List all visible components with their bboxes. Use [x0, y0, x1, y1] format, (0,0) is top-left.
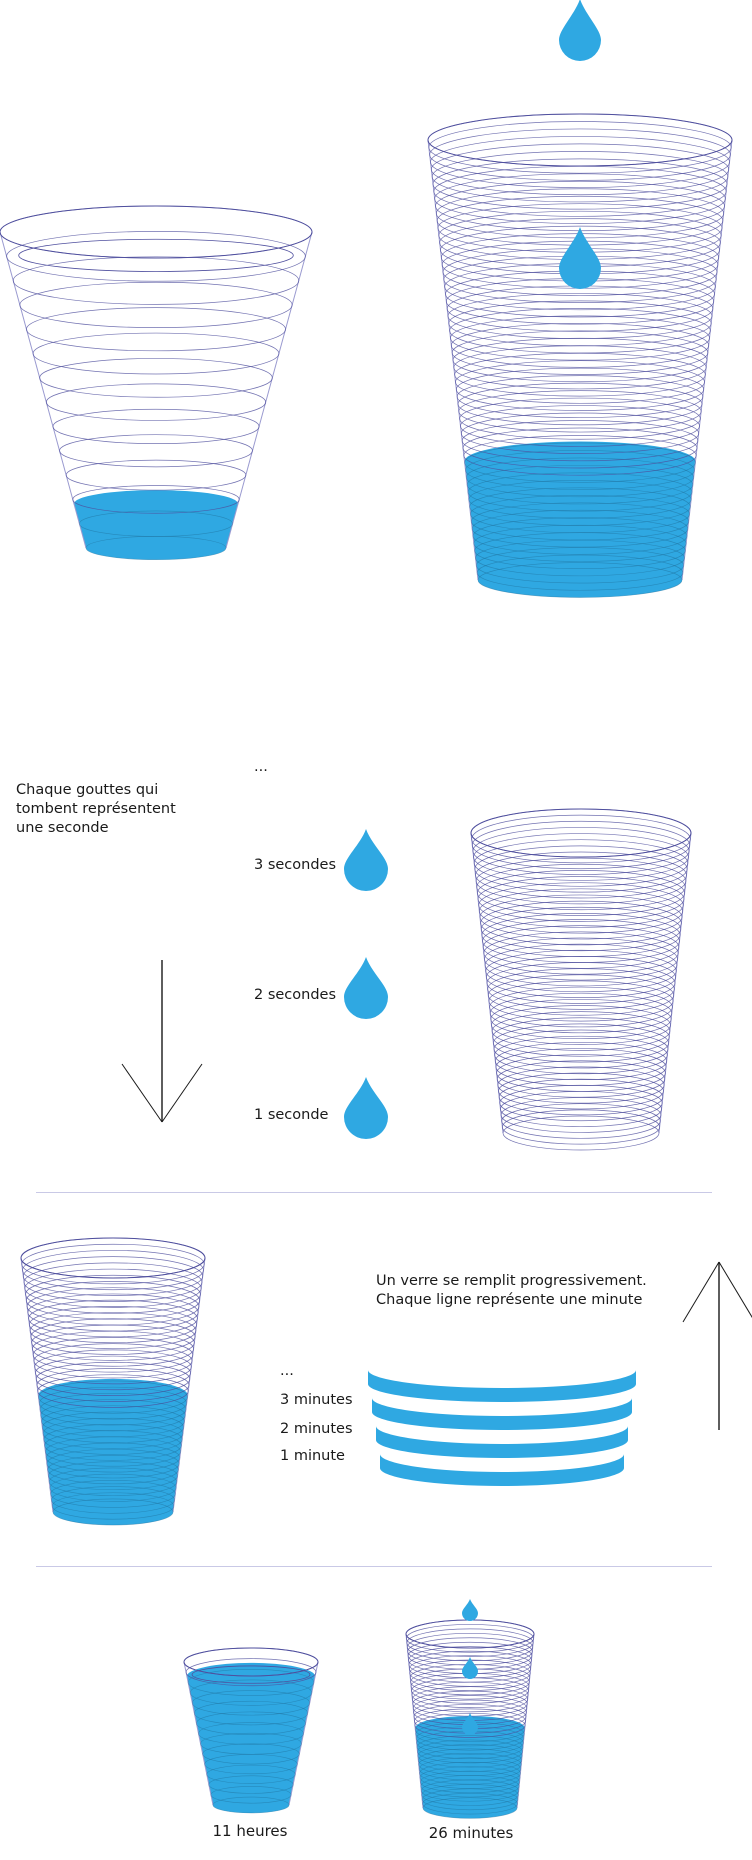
lines-ellipsis: ...: [280, 1363, 294, 1379]
drops-intro-line-1: Chaque gouttes qui: [16, 782, 159, 798]
glass-conical-left: [0, 205, 313, 560]
drops-intro-line-2: tombent représentent: [16, 801, 176, 817]
glasses-layer: [0, 113, 733, 1819]
section-divider-2: [36, 1566, 712, 1567]
water-drop-icon-small-low: [462, 1713, 478, 1735]
glass-tall-right: [427, 113, 733, 598]
water-drop-icon-1-second: [344, 1077, 388, 1139]
line-label-2-minutes: 2 minutes: [280, 1421, 353, 1437]
caption-11-heures: 11 heures: [212, 1822, 288, 1840]
arrows-layer: [121, 960, 752, 1430]
minute-band-3: [376, 1426, 628, 1458]
lines-intro-text: Un verre se remplit progressivement. Cha…: [376, 1272, 647, 1310]
water-drop-icon-small-middle: [462, 1657, 478, 1679]
drops-intro-text: Chaque gouttes qui tombent représentent …: [16, 781, 176, 838]
glass-conical-left-water: [73, 490, 239, 560]
arrow-down-icon: [121, 960, 203, 1123]
water-drop-icon-small-top: [462, 1599, 478, 1621]
water-drop-icon-falling-top: [559, 0, 601, 61]
line-label-3-minutes: 3 minutes: [280, 1392, 353, 1408]
lines-intro-line-2: Chaque ligne représente une minute: [376, 1292, 643, 1308]
drop-label-3-seconds: 3 secondes: [254, 857, 337, 873]
minute-band-2: [372, 1398, 632, 1430]
drops-layer: [344, 0, 601, 1735]
water-drop-icon-falling-inside: [559, 227, 601, 289]
water-drop-icon-3-seconds: [344, 829, 388, 891]
glass-empty-ribbed: [470, 808, 692, 1151]
caption-26-minutes: 26 minutes: [428, 1824, 514, 1842]
drop-label-2-seconds: 2 secondes: [254, 987, 337, 1003]
glass-half-filled: [20, 1237, 206, 1526]
drop-label-1-second: 1 seconde: [254, 1107, 329, 1123]
glass-full-11-heures: [183, 1647, 319, 1814]
minute-band-4: [380, 1454, 624, 1486]
line-label-1-minute: 1 minute: [280, 1448, 345, 1464]
lines-intro-line-1: Un verre se remplit progressivement.: [376, 1273, 647, 1289]
minute-bands: [368, 1370, 636, 1486]
drops-ellipsis: ...: [254, 759, 268, 775]
glass-half-filled-water: [38, 1378, 188, 1526]
arrow-up-icon: [682, 1261, 752, 1430]
drops-intro-line-3: une seconde: [16, 820, 109, 836]
section-divider-1: [36, 1192, 712, 1193]
glass-full-11-heures-water: [186, 1662, 316, 1813]
minute-band-1: [368, 1370, 636, 1402]
glass-filling-26-minutes: [405, 1619, 535, 1819]
water-drop-icon-2-seconds: [344, 957, 388, 1019]
